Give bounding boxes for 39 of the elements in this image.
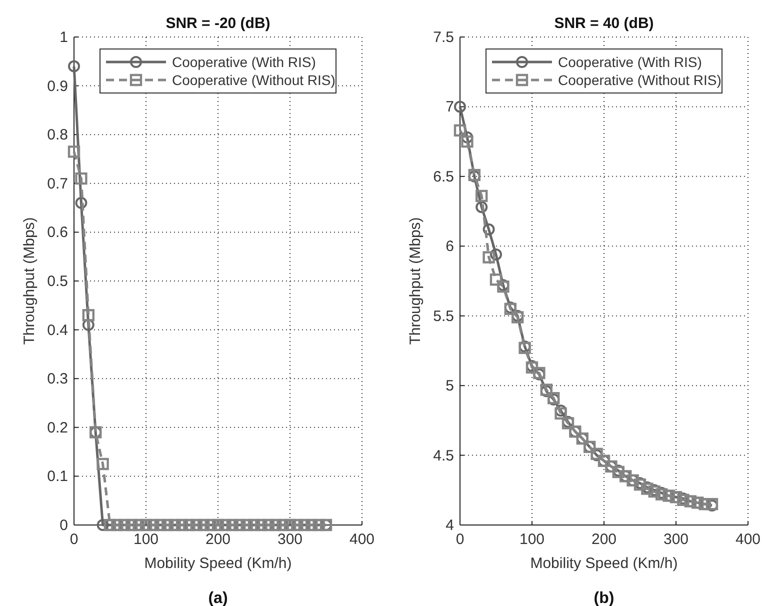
- x-tick-label: 100: [519, 531, 545, 548]
- x-tick-label: 300: [663, 531, 689, 548]
- chart-title: SNR = 40 (dB): [554, 15, 654, 32]
- text: (b): [594, 590, 614, 606]
- y-tick-label: 4.5: [433, 447, 454, 464]
- y-tick-label: 0.3: [47, 370, 68, 388]
- y-tick-label: 1: [60, 29, 68, 46]
- y-tick-label: 4: [446, 517, 454, 534]
- y-tick-label: 0.8: [47, 126, 68, 144]
- x-tick-label: 200: [591, 531, 617, 548]
- legend-label: Cooperative (With RIS): [172, 54, 316, 70]
- x-axis-title: Mobility Speed (Km/h): [144, 555, 292, 572]
- y-axis-title: Throughput (Mbps): [407, 217, 424, 345]
- y-tick-label: 5.5: [433, 308, 454, 325]
- text: (a): [208, 590, 228, 606]
- y-tick-label: 0.1: [47, 468, 68, 486]
- y-tick-label: 6: [446, 238, 454, 256]
- x-tick-label: 400: [735, 531, 761, 548]
- y-tick-label: 7: [446, 98, 454, 116]
- y-tick-label: 0.2: [47, 419, 68, 436]
- x-tick-label: 400: [349, 531, 375, 548]
- y-tick-label: 0.9: [47, 78, 68, 95]
- y-axis-title: Throughput (Mbps): [21, 217, 38, 345]
- chart-title: SNR = -20 (dB): [166, 15, 270, 32]
- y-tick-label: 0.5: [47, 273, 68, 290]
- y-tick-label: 6.5: [433, 168, 454, 186]
- x-axis-title: Mobility Speed (Km/h): [530, 555, 678, 572]
- legend-label: Cooperative (With RIS): [558, 54, 702, 70]
- y-tick-label: 0.4: [47, 322, 68, 339]
- x-tick-label: 300: [277, 531, 303, 548]
- y-tick-label: 0.6: [47, 224, 68, 242]
- legend-label: Cooperative (Without RIS): [558, 72, 722, 88]
- legend-label: Cooperative (Without RIS): [172, 72, 336, 88]
- x-tick-label: 100: [133, 531, 159, 548]
- y-tick-label: 7.5: [433, 29, 454, 46]
- y-tick-label: 0: [60, 517, 68, 534]
- x-tick-label: 200: [205, 531, 231, 548]
- y-tick-label: 0.7: [47, 175, 68, 192]
- y-tick-label: 5: [446, 378, 454, 395]
